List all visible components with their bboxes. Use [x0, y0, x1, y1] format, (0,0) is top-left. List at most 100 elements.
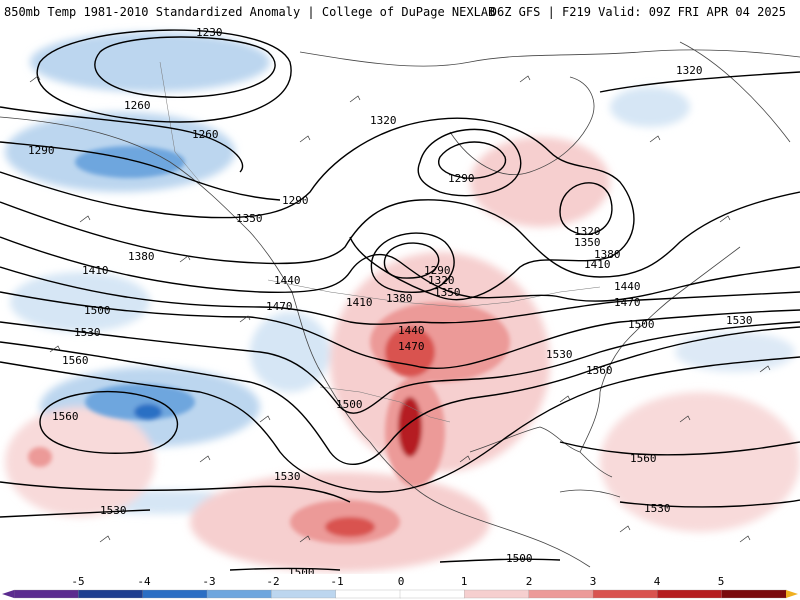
warm-anomaly-hawaii [28, 447, 52, 467]
wind-barb [349, 95, 361, 103]
colorbar-swatch [592, 589, 658, 599]
coast-gulf-of-mexico [469, 426, 613, 478]
anomaly-colorbar: -5 -4 -3 -2 -1 0 1 2 3 4 5 [2, 575, 798, 599]
contour-label: 1350 [434, 286, 461, 299]
contour-label: 1230 [196, 26, 223, 39]
wind-barb [739, 535, 751, 543]
colorbar-swatch [335, 589, 401, 599]
wind-barb [239, 315, 251, 323]
contour-label: 1500 [628, 318, 655, 331]
cold-anomaly-core-pacific [85, 384, 195, 420]
contour-label: 1500 [506, 552, 533, 565]
contour-label: 1410 [346, 296, 373, 309]
coast-cuba [559, 489, 621, 498]
contour-1560 [0, 356, 800, 493]
contour-label: 1470 [266, 300, 293, 313]
colorbar-tick: -1 [330, 575, 343, 588]
colorbar-tick: 2 [526, 575, 533, 588]
warm-anomaly-east [600, 392, 800, 532]
wind-barb [649, 135, 661, 143]
colorbar-swatch [142, 589, 208, 599]
warm-anomaly-core-rockies [385, 327, 435, 377]
contour-label: 1290 [424, 264, 451, 277]
colorbar-tick: 4 [654, 575, 661, 588]
wind-barb [559, 395, 571, 403]
cold-anomaly-deep-pacific [134, 404, 162, 420]
contour-1290-ring [438, 141, 507, 179]
warm-anomaly-max-subtropics [325, 517, 375, 537]
contour-1530 [0, 326, 800, 466]
contour-label: 1560 [52, 410, 79, 423]
contour-label: 1380 [128, 250, 155, 263]
wind-barbs [29, 75, 771, 543]
contour-1530-east [619, 499, 800, 508]
colorbar-tick: -2 [266, 575, 279, 588]
contour-label: 1350 [574, 236, 601, 249]
contour-1320-ring [417, 128, 522, 197]
contour-label: 1290 [448, 172, 475, 185]
wind-barb [259, 415, 271, 423]
colorbar-tick: 0 [398, 575, 405, 588]
contour-label: 1320 [574, 225, 601, 238]
contour-label: 1290 [28, 144, 55, 157]
colorbar-tick: -3 [202, 575, 215, 588]
coast-central-america [499, 526, 591, 568]
cold-anomaly-gulf-of-alaska [30, 32, 270, 92]
contour-label: 1440 [274, 274, 301, 287]
contour-1440 [0, 266, 800, 325]
contour-label: 1500 [288, 566, 315, 574]
contour-1260 [36, 29, 292, 123]
contour-label: 1260 [192, 128, 219, 141]
cold-anomaly-atlantic [675, 332, 795, 372]
wind-barb [79, 215, 91, 223]
anomaly-map: 1230 1260 1260 1290 1290 1290 1290 1320 … [0, 26, 800, 574]
wind-barb [759, 365, 771, 373]
coast-north-america-west [0, 116, 501, 528]
warm-anomaly-max-mexico [398, 397, 422, 457]
contour-label: 1320 [676, 64, 703, 77]
contour-1530-south [0, 481, 351, 503]
contour-1410 [0, 236, 800, 302]
contour-1530-sw [0, 509, 151, 518]
border-us-mexico [319, 386, 451, 423]
contour-label: 1530 [74, 326, 101, 339]
colorbar-swatch [528, 589, 594, 599]
contour-label: 1410 [584, 258, 611, 271]
contour-labels: 1230 1260 1260 1290 1290 1290 1290 1320 … [28, 26, 753, 574]
border-alaska-canada [159, 61, 201, 183]
contour-label: 1290 [282, 194, 309, 207]
colorbar-swatch [464, 589, 530, 599]
coast-north-america-east [579, 246, 741, 453]
contour-1500-sw [229, 567, 341, 571]
contour-label: 1320 [428, 274, 455, 287]
colorbar-tick: -4 [137, 575, 151, 588]
contour-1320-low [370, 232, 455, 294]
colorbar-swatch [721, 589, 787, 599]
colorbar-swatch [657, 589, 723, 599]
contour-label: 1380 [594, 248, 621, 261]
contour-label: 1560 [62, 354, 89, 367]
contour-label: 1530 [726, 314, 753, 327]
contour-label: 1470 [398, 340, 425, 353]
contour-1380 [0, 191, 800, 278]
contour-1350 [0, 117, 635, 301]
wind-barb [619, 525, 631, 533]
colorbar-swatch [78, 589, 144, 599]
wind-barb [719, 215, 731, 223]
coast-hudson-bay [449, 76, 595, 175]
colorbar-swatch [271, 589, 337, 599]
cold-anomaly-hudson [610, 87, 690, 127]
coast-arctic [299, 49, 800, 67]
contour-1560-east [559, 441, 800, 456]
contour-label: 1530 [100, 504, 127, 517]
colorbar-tick: 5 [718, 575, 725, 588]
contour-label: 1560 [586, 364, 613, 377]
wind-barb [29, 75, 41, 83]
contour-label: 1440 [398, 324, 425, 337]
wind-barb [299, 535, 311, 543]
product-title: 850mb Temp 1981-2010 Standardized Anomal… [4, 5, 496, 19]
header-bar: 850mb Temp 1981-2010 Standardized Anomal… [0, 0, 800, 22]
contour-label: 1380 [386, 292, 413, 305]
contour-label: 1260 [124, 99, 151, 112]
contour-label: 1320 [370, 114, 397, 127]
